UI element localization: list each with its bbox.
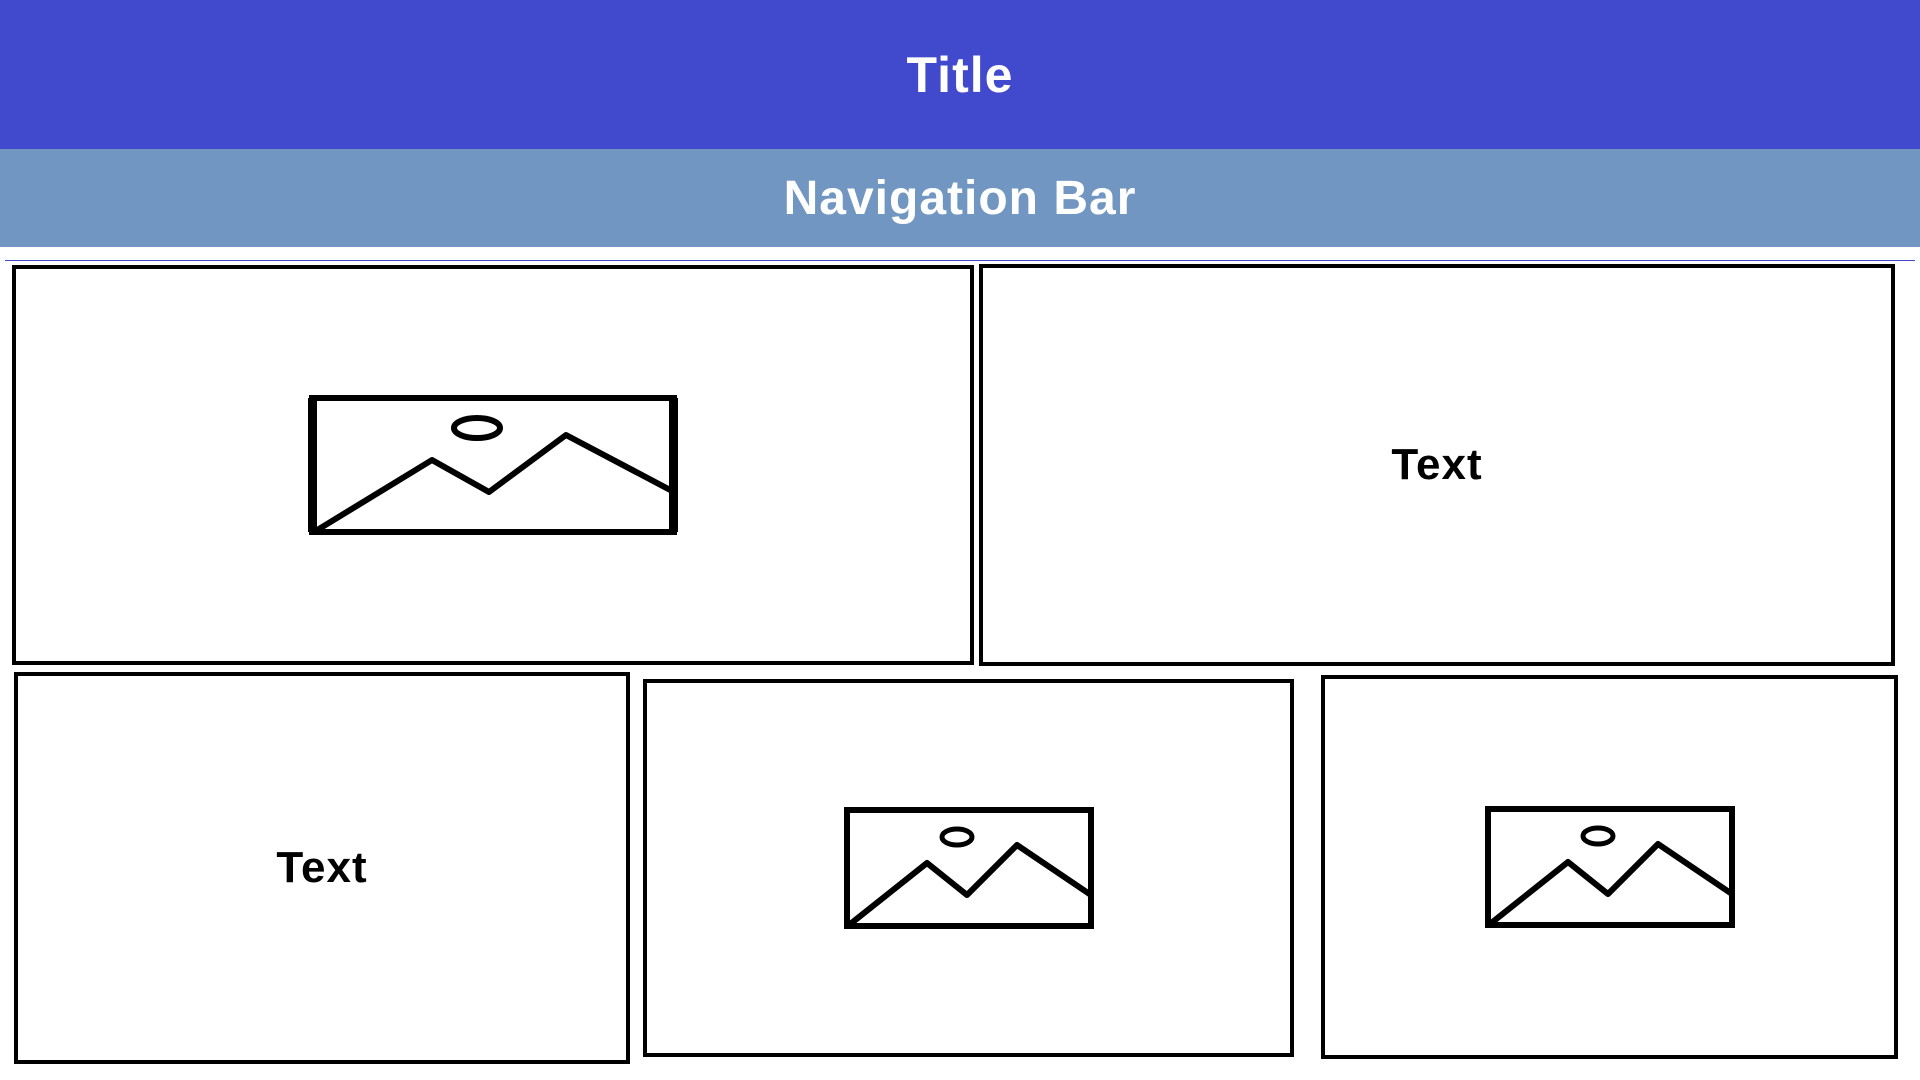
panel-text: Text [1391,440,1483,489]
image-placeholder-icon [1484,806,1735,928]
text-panel-top-right: Text [979,264,1895,666]
panel-text: Text [276,843,368,892]
image-panel-top-left [12,265,974,665]
page-title: Title [906,46,1014,103]
navigation-bar[interactable]: Navigation Bar [0,149,1920,247]
text-panel-bottom-left: Text [14,672,630,1064]
image-panel-bottom-middle [643,679,1294,1057]
image-panel-bottom-right [1321,675,1898,1059]
image-placeholder-icon [308,395,678,535]
title-bar: Title [0,0,1920,149]
image-placeholder-icon [843,807,1094,929]
navigation-bar-label: Navigation Bar [783,171,1137,225]
divider-line [5,260,1915,261]
